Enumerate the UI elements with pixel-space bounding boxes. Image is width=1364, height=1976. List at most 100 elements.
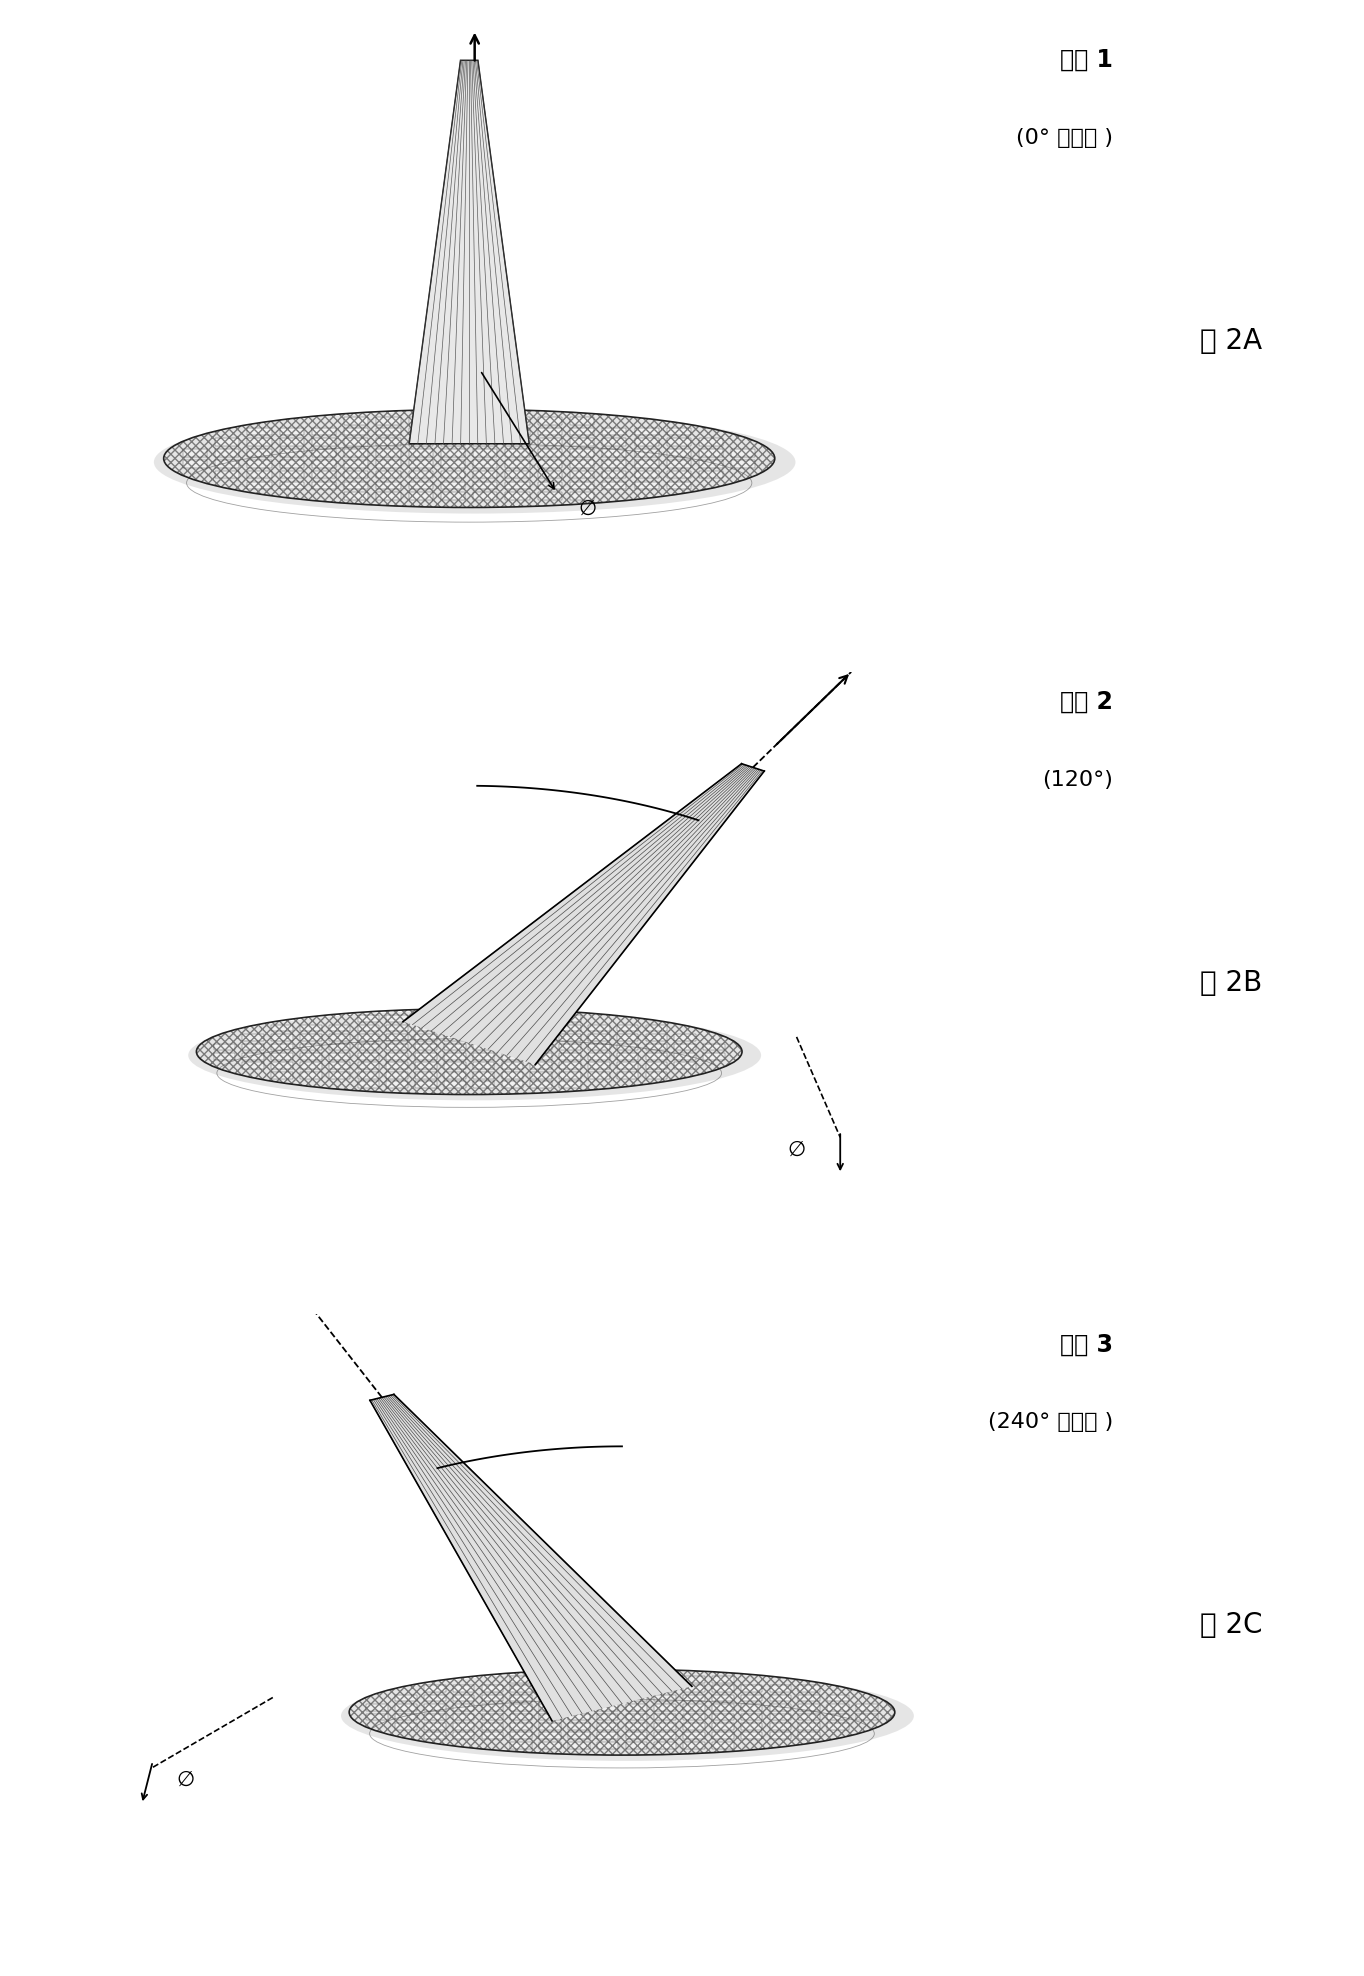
Bar (698, 449, 723, 456)
Bar (510, 1713, 532, 1721)
Bar (674, 1063, 696, 1069)
Bar (502, 1043, 524, 1051)
Bar (634, 482, 659, 490)
Bar (424, 1723, 446, 1729)
Bar (344, 449, 368, 456)
Bar (473, 1081, 494, 1089)
Bar (280, 482, 304, 490)
Bar (300, 1026, 322, 1031)
Bar (769, 1723, 791, 1729)
Bar (570, 460, 595, 468)
Bar (441, 417, 465, 425)
Bar (567, 1703, 589, 1711)
Bar (698, 439, 723, 447)
Bar (183, 460, 207, 468)
Bar (537, 492, 562, 500)
Bar (473, 470, 498, 478)
Bar (409, 460, 432, 468)
Text: $\varnothing$: $\varnothing$ (578, 498, 597, 520)
Bar (570, 482, 595, 490)
Bar (798, 1695, 820, 1701)
Bar (312, 439, 336, 447)
Bar (415, 1033, 436, 1041)
Bar (409, 417, 432, 425)
Bar (531, 1016, 552, 1022)
Bar (506, 439, 529, 447)
Bar (280, 470, 304, 478)
Bar (741, 1686, 762, 1691)
Bar (531, 1081, 552, 1089)
Bar (567, 1743, 589, 1749)
Bar (510, 1703, 532, 1711)
Bar (473, 1033, 494, 1041)
Bar (683, 1695, 705, 1701)
Bar (445, 1016, 465, 1022)
Bar (453, 1713, 475, 1721)
Text: $\varnothing$: $\varnothing$ (176, 1770, 195, 1790)
Bar (603, 439, 626, 447)
Bar (271, 1053, 293, 1059)
Bar (588, 1043, 610, 1051)
Bar (559, 1033, 581, 1041)
Bar (386, 1053, 408, 1059)
Bar (712, 1676, 734, 1682)
Bar (531, 1033, 552, 1041)
Bar (531, 1026, 552, 1031)
Bar (857, 1703, 877, 1711)
Bar (510, 1686, 532, 1691)
Bar (539, 1695, 561, 1701)
Bar (376, 482, 401, 490)
Bar (396, 1703, 417, 1711)
Bar (357, 1071, 379, 1079)
Bar (473, 439, 498, 447)
Bar (409, 449, 432, 456)
Bar (473, 449, 498, 456)
Bar (300, 1053, 322, 1059)
Bar (300, 1043, 322, 1051)
Bar (481, 1723, 503, 1729)
Text: 波束 2: 波束 2 (1060, 690, 1113, 713)
Bar (415, 1053, 436, 1059)
Bar (597, 1743, 618, 1749)
Bar (415, 1026, 436, 1031)
Bar (502, 1053, 524, 1059)
Bar (424, 1686, 446, 1691)
Bar (481, 1713, 503, 1721)
Bar (386, 1071, 408, 1079)
Bar (683, 1686, 705, 1691)
Bar (386, 1081, 408, 1089)
Bar (409, 492, 432, 500)
Bar (603, 427, 626, 435)
Bar (441, 427, 465, 435)
Bar (674, 1053, 696, 1059)
Bar (344, 460, 368, 468)
Bar (570, 427, 595, 435)
Bar (655, 1733, 677, 1739)
Bar (441, 449, 465, 456)
Bar (603, 482, 626, 490)
Polygon shape (370, 1395, 692, 1721)
Bar (655, 1676, 677, 1682)
Bar (827, 1695, 848, 1701)
Bar (386, 1033, 408, 1041)
Bar (570, 417, 595, 425)
Bar (271, 1026, 293, 1031)
Bar (510, 1676, 532, 1682)
Bar (506, 460, 529, 468)
Bar (445, 1033, 465, 1041)
Bar (386, 1043, 408, 1051)
Bar (247, 482, 271, 490)
Bar (857, 1713, 877, 1721)
Bar (376, 492, 401, 500)
Bar (376, 417, 401, 425)
Bar (741, 1703, 762, 1711)
Bar (445, 1026, 465, 1031)
Bar (667, 439, 692, 447)
Bar (357, 1033, 379, 1041)
Bar (769, 1686, 791, 1691)
Bar (329, 1063, 351, 1069)
Bar (312, 470, 336, 478)
Bar (441, 482, 465, 490)
Bar (597, 1713, 618, 1721)
Bar (617, 1033, 638, 1041)
